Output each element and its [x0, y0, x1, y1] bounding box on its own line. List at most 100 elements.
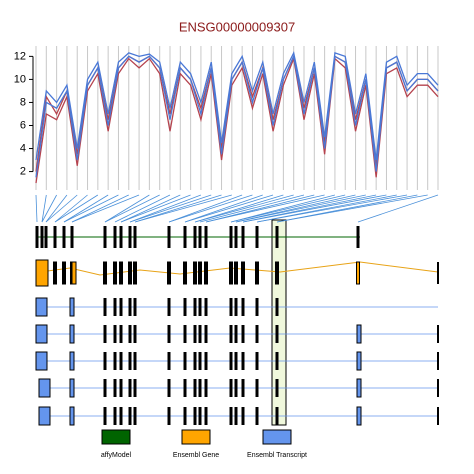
transcript-exon	[133, 352, 137, 370]
transcript-exon	[128, 352, 132, 370]
connector	[45, 194, 78, 223]
legend-label: Ensembl Transcript	[247, 452, 307, 459]
transcript-exon	[241, 407, 245, 425]
transcript-exon	[35, 297, 48, 317]
gene-intron	[39, 261, 439, 276]
connector	[71, 194, 140, 223]
affy-exon	[183, 226, 187, 248]
connector	[134, 194, 222, 223]
transcript-exon	[356, 378, 362, 398]
series-line	[35, 54, 439, 178]
gene-exon	[128, 261, 132, 285]
connector	[256, 194, 408, 223]
connector	[104, 194, 150, 223]
transcript-exon	[38, 406, 51, 426]
transcript-exon	[356, 406, 362, 426]
transcript-exon	[255, 407, 259, 425]
transcript-exon	[275, 407, 279, 425]
transcript-exon	[119, 298, 123, 316]
transcript-exon	[128, 407, 132, 425]
connector	[120, 194, 181, 223]
transcript-exon	[198, 352, 202, 370]
transcript-exon	[193, 352, 197, 370]
transcript-exon	[193, 298, 197, 316]
connector	[235, 194, 366, 223]
affy-exon	[275, 226, 279, 248]
transcript-exon	[69, 324, 75, 344]
transcript-exon	[183, 407, 187, 425]
legend-label: Ensembl Gene	[173, 452, 219, 459]
connector	[35, 194, 38, 223]
transcript-exon	[198, 325, 202, 343]
transcript-exon	[119, 325, 123, 343]
gene-exon	[113, 261, 117, 285]
transcript-exon	[234, 379, 238, 397]
affy-exon	[198, 226, 202, 248]
legend-swatch	[262, 429, 292, 445]
affy-exon	[40, 226, 44, 248]
transcript-exon	[69, 351, 75, 371]
connector	[230, 194, 346, 223]
transcript-exon	[167, 298, 171, 316]
transcript-exon	[255, 352, 259, 370]
gene-exon	[204, 261, 208, 285]
transcript-exon	[229, 325, 233, 343]
connector	[54, 194, 99, 223]
connector	[63, 194, 109, 223]
y-tick-label: 4	[20, 142, 26, 154]
transcript-exon	[103, 298, 107, 316]
transcript-exon	[167, 379, 171, 397]
transcript-exon	[119, 379, 123, 397]
transcript-exon	[119, 407, 123, 425]
legend-swatch	[101, 429, 131, 445]
connector	[71, 194, 129, 223]
connector	[54, 194, 88, 223]
y-tick-label: 10	[14, 73, 26, 85]
transcript-exon	[133, 407, 137, 425]
gene-exon	[234, 261, 238, 285]
affy-exon	[103, 226, 107, 248]
connector	[194, 194, 284, 223]
connector	[104, 194, 160, 223]
transcript-exon	[229, 407, 233, 425]
transcript-exon	[103, 325, 107, 343]
transcript-exon	[128, 379, 132, 397]
y-tick-label: 8	[20, 96, 26, 108]
connector	[41, 194, 57, 223]
transcript-exon	[234, 325, 238, 343]
affy-exon	[167, 226, 171, 248]
connector	[242, 194, 387, 223]
transcript-exon	[234, 298, 238, 316]
transcript-exon	[113, 352, 117, 370]
transcript-exon	[255, 325, 259, 343]
transcript-exon	[38, 378, 51, 398]
connector	[199, 194, 305, 223]
highlight	[271, 219, 287, 426]
gene-exon	[62, 261, 66, 285]
transcript-exon	[275, 352, 279, 370]
connector	[129, 194, 202, 223]
affy-exon	[133, 226, 137, 248]
connector	[276, 194, 428, 223]
transcript-exon	[113, 379, 117, 397]
gene-exon	[183, 261, 187, 285]
gene-exon	[198, 261, 202, 285]
legend-swatch	[181, 429, 211, 445]
affy-exon	[241, 226, 245, 248]
transcript-exon	[275, 379, 279, 397]
transcript-exon	[183, 298, 187, 316]
affy-exon	[255, 226, 259, 248]
connector	[205, 194, 325, 223]
transcript-exon	[241, 352, 245, 370]
transcript-exon	[234, 352, 238, 370]
connector	[114, 194, 171, 223]
transcript-exon	[69, 406, 75, 426]
transcript-exon	[133, 298, 137, 316]
affy-exon	[229, 226, 233, 248]
transcript-exon	[229, 298, 233, 316]
transcript-exon	[229, 352, 233, 370]
transcript-exon	[193, 325, 197, 343]
affy-exon	[234, 226, 238, 248]
transcript-exon	[103, 407, 107, 425]
transcript-exon	[113, 325, 117, 343]
